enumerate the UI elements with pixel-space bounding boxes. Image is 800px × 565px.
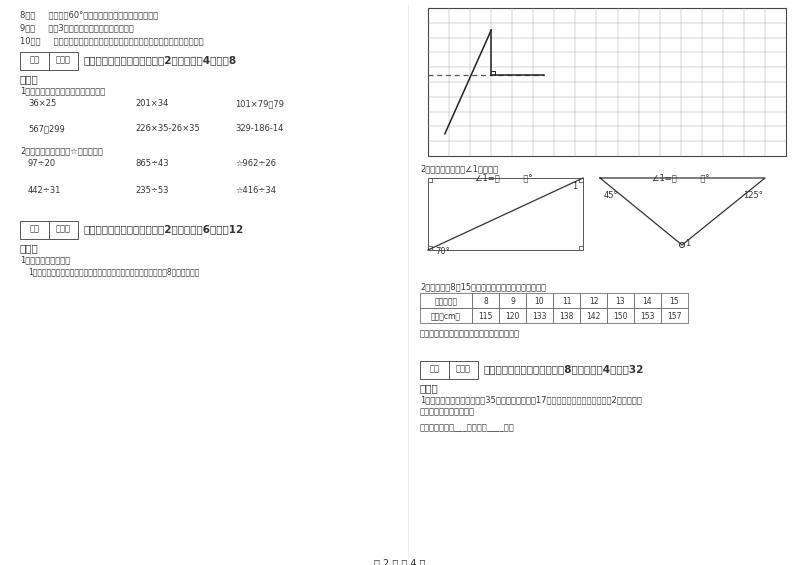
Text: 101×79－79: 101×79－79 <box>235 99 284 108</box>
Text: 2．小美在她8到15岁每年的生日测得的身高如下表．: 2．小美在她8到15岁每年的生日测得的身高如下表． <box>420 282 546 291</box>
Text: 身高（cm）: 身高（cm） <box>431 312 461 321</box>
Text: 8．（     ）顶角是60°的等腰三角形一定是等边三角形．: 8．（ ）顶角是60°的等腰三角形一定是等边三角形． <box>20 10 158 19</box>
Text: 得分: 得分 <box>430 364 439 373</box>
Text: 36×25: 36×25 <box>28 99 56 108</box>
Bar <box>607 308 634 323</box>
Text: ☆962÷26: ☆962÷26 <box>235 159 276 168</box>
Text: 10．（     ）用计算器计算时，如果输错一个数据，就要全部清除再重新操作．: 10．（ ）用计算器计算时，如果输错一个数据，就要全部清除再重新操作． <box>20 36 204 45</box>
Text: 442÷31: 442÷31 <box>28 186 62 195</box>
Bar <box>526 293 553 308</box>
Bar <box>553 293 580 308</box>
Text: 142: 142 <box>586 312 601 321</box>
Text: 115: 115 <box>478 312 493 321</box>
Text: 2．用竖式计算．（带☆的要验算）: 2．用竖式计算．（带☆的要验算） <box>20 146 102 155</box>
Bar <box>661 308 688 323</box>
Bar <box>420 293 472 308</box>
Bar <box>472 293 499 308</box>
Bar <box>607 293 634 308</box>
Text: 329-186-14: 329-186-14 <box>235 124 283 133</box>
Bar <box>580 308 607 323</box>
Text: 97÷20: 97÷20 <box>28 159 56 168</box>
Text: 六、应用知识，解决问题（共8小题，每题4分，共32: 六、应用知识，解决问题（共8小题，每题4分，共32 <box>484 364 644 374</box>
Text: 评卷人: 评卷人 <box>456 364 471 373</box>
Bar <box>428 8 786 156</box>
Bar <box>553 308 580 323</box>
Text: 分）．: 分）． <box>20 243 38 253</box>
Text: 分）．: 分）． <box>20 74 38 84</box>
Text: 2．看图写出各图中∠1的度数．: 2．看图写出各图中∠1的度数． <box>420 164 498 173</box>
Bar <box>20 221 78 239</box>
Text: 1: 1 <box>572 182 577 191</box>
Text: 工多少人？女工多少人？: 工多少人？女工多少人？ <box>420 407 475 416</box>
Bar <box>499 293 526 308</box>
Text: 答：原来有男工___人，女工____人．: 答：原来有男工___人，女工____人． <box>420 423 514 432</box>
Text: 235÷53: 235÷53 <box>135 186 169 195</box>
Text: 567－299: 567－299 <box>28 124 65 133</box>
Text: 201×34: 201×34 <box>135 99 168 108</box>
Text: 得分: 得分 <box>30 224 39 233</box>
Text: 10: 10 <box>534 297 544 306</box>
Bar <box>420 308 472 323</box>
Text: 153: 153 <box>640 312 654 321</box>
Text: 得分: 得分 <box>30 55 39 64</box>
Text: 12: 12 <box>589 297 598 306</box>
Bar <box>428 178 583 250</box>
Text: 120: 120 <box>506 312 520 321</box>
Text: 年龄（岁）: 年龄（岁） <box>434 297 458 306</box>
Text: 45°: 45° <box>604 191 618 200</box>
Bar <box>634 308 661 323</box>
Bar <box>20 52 78 70</box>
Text: 分）．: 分）． <box>420 383 438 393</box>
Text: 根据上面的统计表，完成下面的折线统计图．: 根据上面的统计表，完成下面的折线统计图． <box>420 329 520 338</box>
Text: 1．画出这个轴对称图形的另一半，再画出这个轴对称图形向右平移8格后的图形．: 1．画出这个轴对称图形的另一半，再画出这个轴对称图形向右平移8格后的图形． <box>28 267 199 276</box>
Bar <box>472 308 499 323</box>
Bar <box>580 293 607 308</box>
Text: 四、看清题目，细心计算（共2小题，每题4分，共8: 四、看清题目，细心计算（共2小题，每题4分，共8 <box>84 55 237 65</box>
Text: 8: 8 <box>483 297 488 306</box>
Bar <box>526 308 553 323</box>
Bar <box>634 293 661 308</box>
Text: 70°: 70° <box>435 247 450 256</box>
Text: 125°: 125° <box>743 191 763 200</box>
Text: 1: 1 <box>685 239 690 248</box>
Text: 157: 157 <box>667 312 682 321</box>
Text: 865÷43: 865÷43 <box>135 159 169 168</box>
Text: 11: 11 <box>562 297 571 306</box>
Bar <box>661 293 688 308</box>
Text: 133: 133 <box>532 312 546 321</box>
Text: 9: 9 <box>510 297 515 306</box>
Text: 9．（     ）由3条线段组成的图形叫做三角形．: 9．（ ）由3条线段组成的图形叫做三角形． <box>20 23 134 32</box>
Text: 1．一个车间，女工比男工少35人，男女工各调出17人后，男工人数是女工人数的2倍，原有男: 1．一个车间，女工比男工少35人，男女工各调出17人后，男工人数是女工人数的2倍… <box>420 395 642 404</box>
Text: 13: 13 <box>616 297 626 306</box>
Text: 第 2 页 共 4 页: 第 2 页 共 4 页 <box>374 558 426 565</box>
Text: 1．计算下面各题，能简算的要简算．: 1．计算下面各题，能简算的要简算． <box>20 86 106 95</box>
Text: 15: 15 <box>670 297 679 306</box>
Text: ☆416÷34: ☆416÷34 <box>235 186 276 195</box>
Text: 评卷人: 评卷人 <box>56 224 71 233</box>
Text: 150: 150 <box>614 312 628 321</box>
Text: 1．画一画，算一算．: 1．画一画，算一算． <box>20 255 70 264</box>
Text: 226×35-26×35: 226×35-26×35 <box>135 124 200 133</box>
Text: 五、认真思考，综合能力（共2小题，每题6分，共12: 五、认真思考，综合能力（共2小题，每题6分，共12 <box>84 224 244 234</box>
Text: ∠1=（         ）°: ∠1=（ ）° <box>652 173 710 182</box>
Text: 138: 138 <box>559 312 574 321</box>
Text: ∠1=（         ）°: ∠1=（ ）° <box>475 173 533 182</box>
Bar <box>420 361 478 379</box>
Text: 评卷人: 评卷人 <box>56 55 71 64</box>
Text: 14: 14 <box>642 297 652 306</box>
Bar <box>499 308 526 323</box>
